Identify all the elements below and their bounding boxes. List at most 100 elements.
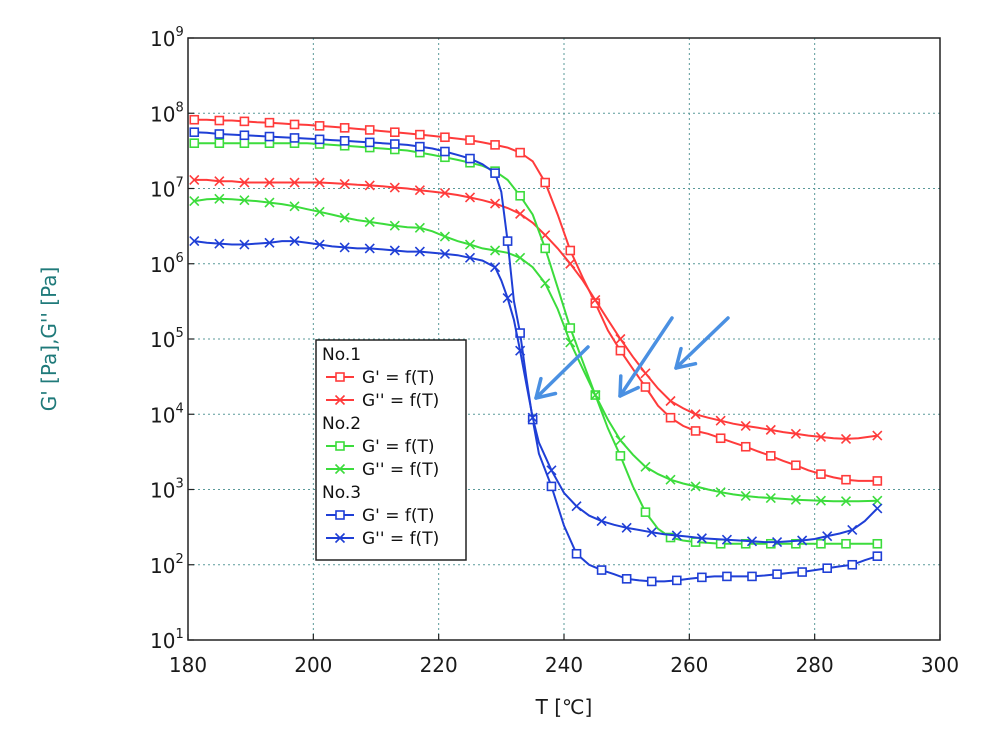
- data-point: [872, 495, 883, 506]
- data-point: [440, 132, 450, 143]
- data-point: [872, 551, 883, 561]
- data-point: [364, 125, 375, 135]
- grid: [188, 38, 940, 640]
- data-point: [502, 236, 513, 246]
- data-point: [615, 345, 626, 356]
- data-point: [640, 507, 651, 517]
- x-tick-label: 200: [294, 653, 332, 677]
- data-point: [540, 243, 551, 254]
- series-line: [194, 240, 879, 544]
- data-point: [214, 176, 225, 187]
- data-point: [772, 569, 782, 579]
- data-point: [515, 190, 525, 201]
- data-point: [546, 465, 557, 476]
- annotation-arrow: [618, 316, 674, 398]
- data-point: [364, 137, 375, 148]
- data-point: [339, 123, 350, 133]
- data-point: [571, 548, 582, 559]
- data-point: [289, 119, 300, 130]
- data-point: [715, 433, 726, 444]
- legend-swatch-marker: [335, 441, 345, 451]
- data-point: [596, 516, 607, 527]
- data-point: [264, 197, 275, 208]
- legend-entry-label: G' = f(T): [362, 437, 435, 457]
- data-point: [740, 490, 751, 502]
- series-5: [189, 127, 883, 587]
- data-point: [690, 426, 701, 436]
- data-point: [665, 474, 676, 485]
- x-tick-label: 180: [169, 653, 207, 677]
- data-point: [239, 177, 250, 188]
- data-point: [264, 117, 275, 128]
- data-point: [791, 460, 801, 471]
- data-point: [765, 424, 776, 435]
- series-6: [189, 236, 883, 548]
- data-point: [615, 333, 626, 345]
- series-1: [189, 114, 883, 486]
- data-point: [797, 535, 808, 546]
- data-point: [715, 415, 726, 426]
- data-point: [840, 496, 852, 507]
- data-point: [314, 206, 325, 217]
- data-point: [239, 195, 250, 206]
- data-point: [464, 239, 476, 250]
- series-line: [194, 131, 878, 583]
- data-point: [415, 141, 425, 152]
- data-point: [189, 138, 200, 148]
- data-point: [765, 492, 776, 504]
- data-point: [571, 501, 582, 512]
- data-point: [389, 182, 400, 193]
- data-point: [502, 292, 513, 304]
- data-point: [415, 129, 425, 140]
- data-point: [872, 503, 883, 514]
- data-point: [439, 248, 450, 260]
- series-4: [189, 193, 883, 507]
- data-point: [314, 239, 325, 250]
- legend-group-label: No.1: [322, 345, 361, 365]
- y-tick-label: 104: [150, 401, 184, 427]
- data-point: [490, 168, 500, 178]
- data-point: [746, 536, 758, 547]
- annotation-arrow-head: [534, 376, 558, 400]
- data-point: [214, 238, 225, 249]
- legend-group-label: No.2: [322, 414, 361, 434]
- legend-entry-label: G'' = f(T): [362, 460, 439, 480]
- data-point: [439, 187, 450, 199]
- data-point: [696, 533, 707, 544]
- y-axis-ticks: 101 102 103 104 105 106 107 108 109: [150, 25, 194, 653]
- data-point: [490, 262, 501, 273]
- data-point: [816, 538, 826, 549]
- legend-swatch-marker: [334, 394, 346, 406]
- data-point: [389, 139, 400, 149]
- data-point: [239, 138, 250, 148]
- data-point: [527, 412, 538, 423]
- data-point: [214, 138, 225, 148]
- data-point: [515, 252, 526, 263]
- data-point: [214, 115, 225, 126]
- data-point: [596, 565, 607, 575]
- y-tick-label: 106: [150, 251, 184, 277]
- series-line: [194, 178, 878, 440]
- data-point: [490, 198, 501, 209]
- data-point: [364, 216, 375, 227]
- x-axis-ticks: 180 200 220 240 260 280 300: [169, 634, 959, 677]
- legend-entry-label: G' = f(T): [362, 506, 435, 526]
- y-tick-label: 107: [150, 176, 184, 202]
- data-point: [721, 534, 732, 545]
- data-point: [822, 563, 833, 573]
- x-tick-label: 300: [921, 653, 959, 677]
- data-point: [289, 201, 300, 212]
- x-tick-label: 240: [545, 653, 583, 677]
- data-point: [490, 140, 500, 150]
- data-point: [646, 576, 657, 587]
- data-point: [841, 474, 851, 485]
- data-point: [264, 131, 275, 142]
- data-point: [546, 481, 557, 492]
- data-point: [189, 127, 200, 137]
- series-line: [194, 118, 878, 482]
- data-point: [640, 368, 651, 379]
- data-point: [665, 412, 676, 423]
- data-point: [339, 178, 350, 189]
- data-point: [621, 574, 632, 584]
